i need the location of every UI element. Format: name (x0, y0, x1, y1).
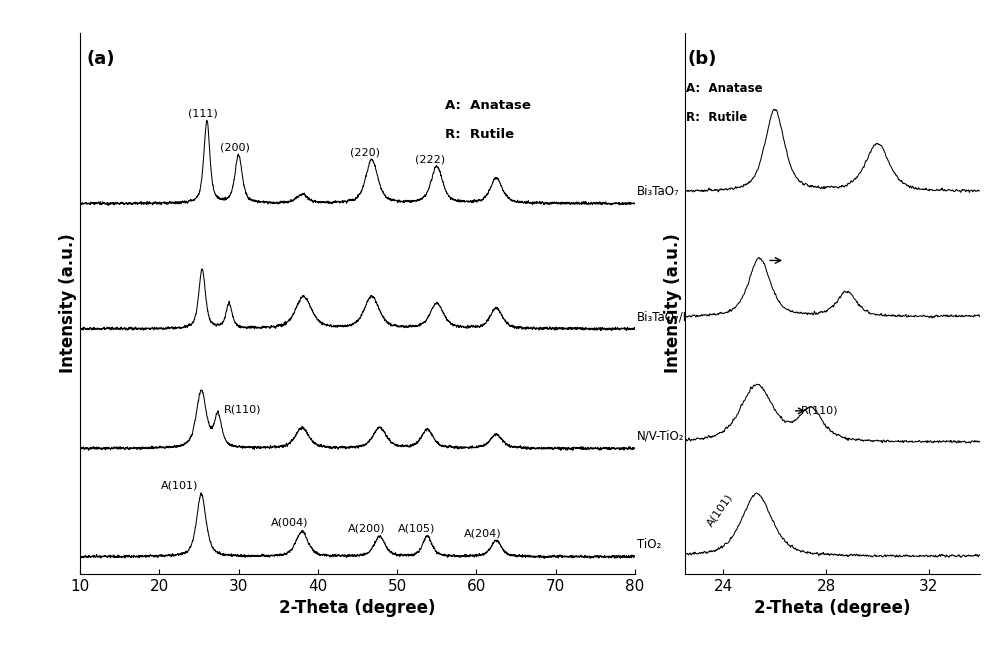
Text: A:  Anatase: A: Anatase (686, 82, 763, 95)
Text: R(110): R(110) (800, 406, 838, 416)
Text: (a): (a) (86, 50, 115, 68)
Text: TiO₂: TiO₂ (637, 538, 661, 551)
X-axis label: 2-Theta (degree): 2-Theta (degree) (279, 599, 436, 617)
Text: A:  Anatase: A: Anatase (445, 99, 531, 112)
Text: (222): (222) (415, 155, 446, 165)
Text: A(101): A(101) (160, 481, 198, 490)
Y-axis label: Intensity (a.u.): Intensity (a.u.) (59, 233, 77, 373)
Text: R:  Rutile: R: Rutile (445, 128, 514, 141)
Text: Bi₃TaO₇: Bi₃TaO₇ (637, 185, 679, 198)
Text: A(101): A(101) (706, 492, 735, 528)
Text: A(004): A(004) (271, 517, 309, 527)
Text: A(105): A(105) (398, 524, 436, 534)
Text: N/V-TiO₂: N/V-TiO₂ (637, 430, 684, 443)
Text: A(204): A(204) (464, 528, 502, 539)
Text: A(200): A(200) (348, 524, 386, 534)
Text: (b): (b) (688, 50, 717, 68)
Text: (200): (200) (220, 142, 250, 152)
Text: R(110): R(110) (224, 404, 262, 414)
Text: Bi₃TaO₇/N/V-TiO₂: Bi₃TaO₇/N/V-TiO₂ (637, 310, 731, 323)
Text: R:  Rutile: R: Rutile (686, 111, 748, 124)
Y-axis label: Intensity (a.u.): Intensity (a.u.) (664, 233, 682, 373)
Text: (220): (220) (350, 148, 380, 158)
X-axis label: 2-Theta (degree): 2-Theta (degree) (754, 599, 911, 617)
Text: (111): (111) (188, 108, 218, 118)
